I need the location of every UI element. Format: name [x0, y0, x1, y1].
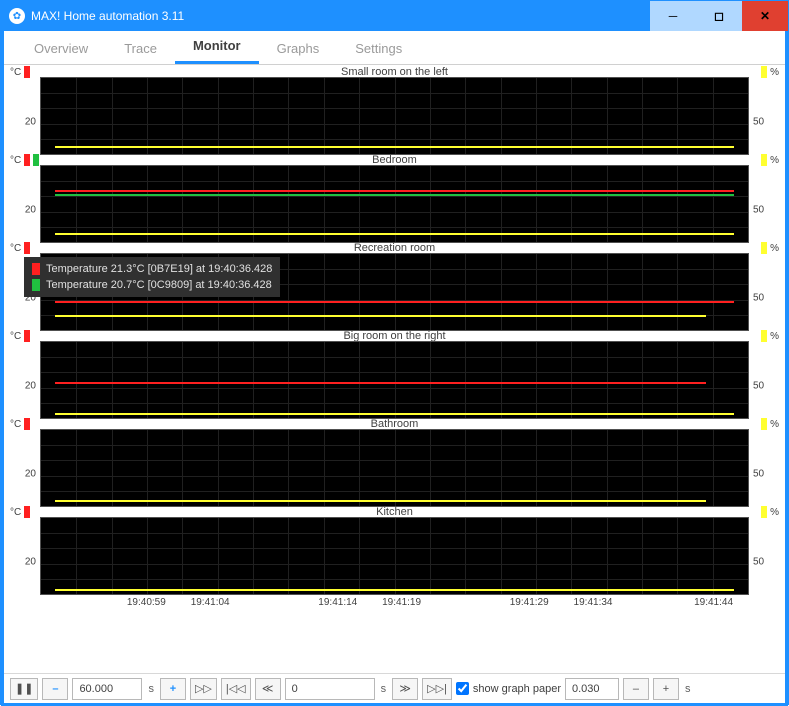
- series-line: [55, 301, 734, 303]
- show-graph-paper-checkbox[interactable]: show graph paper: [456, 682, 561, 695]
- seconds-label-1: s: [146, 683, 156, 695]
- time-tick: 19:41:14: [318, 597, 357, 608]
- time-tick: 19:41:04: [191, 597, 230, 608]
- time-axis: 19:40:59 19:41:04 19:41:14 19:41:19 19:41:29…: [40, 595, 749, 613]
- series-line: [55, 146, 734, 148]
- chart-4: °CBathroom%2050: [10, 419, 779, 507]
- y-left-tick: 20: [25, 205, 36, 216]
- skip-back-button[interactable]: |◁◁: [221, 678, 251, 700]
- y-left-tick: 20: [25, 117, 36, 128]
- series-line: [55, 315, 705, 317]
- chart-3: °CBig room on the right%2050: [10, 331, 779, 419]
- titlebar: ✿ MAX! Home automation 3.11 ─ ◻ ✕: [1, 1, 788, 31]
- increment-button[interactable]: +: [653, 678, 679, 700]
- time-tick: 19:41:44: [694, 597, 733, 608]
- time-tick: 19:40:59: [127, 597, 166, 608]
- y-left-tick: 20: [25, 381, 36, 392]
- plot-area[interactable]: [40, 77, 749, 155]
- plot-area[interactable]: [40, 341, 749, 419]
- maximize-button[interactable]: ◻: [696, 1, 742, 31]
- y-right-tick: 50: [753, 469, 764, 480]
- content-area: °CSmall room on the left%2050°CBedroom%2…: [4, 65, 785, 673]
- pause-button[interactable]: ❚❚: [10, 678, 38, 700]
- window-title: MAX! Home automation 3.11: [31, 9, 650, 23]
- seconds-label-3: s: [683, 683, 693, 695]
- rewind-button[interactable]: ≪: [255, 678, 281, 700]
- y-right-tick: 50: [753, 293, 764, 304]
- show-graph-paper-label: show graph paper: [473, 683, 561, 695]
- close-button[interactable]: ✕: [742, 1, 788, 31]
- y-left-tick: 20: [25, 469, 36, 480]
- minimize-button[interactable]: ─: [650, 1, 696, 31]
- window-buttons: ─ ◻ ✕: [650, 1, 788, 31]
- hover-tooltip: Temperature 21.3°C [0B7E19] at 19:40:36.…: [24, 257, 280, 297]
- y-right-tick: 50: [753, 205, 764, 216]
- tab-settings[interactable]: Settings: [337, 33, 420, 64]
- tab-monitor[interactable]: Monitor: [175, 30, 259, 64]
- tab-trace[interactable]: Trace: [106, 33, 175, 64]
- plot-area[interactable]: [40, 429, 749, 507]
- app-icon: ✿: [9, 8, 25, 24]
- offset-field[interactable]: 0: [285, 678, 375, 700]
- y-left-tick: 20: [25, 557, 36, 568]
- time-window-field[interactable]: 60.000: [72, 678, 142, 700]
- chart-0: °CSmall room on the left%2050: [10, 67, 779, 155]
- bottom-toolbar: ❚❚ – 60.000 s + ▷▷ |◁◁ ≪ 0 s ≫ ▷▷| show …: [4, 673, 785, 703]
- series-line: [55, 500, 705, 502]
- tab-overview[interactable]: Overview: [16, 33, 106, 64]
- series-line: [55, 589, 734, 591]
- step-field[interactable]: 0.030: [565, 678, 619, 700]
- forward-button[interactable]: ≫: [392, 678, 418, 700]
- zoom-out-button[interactable]: –: [42, 678, 68, 700]
- y-right-tick: 50: [753, 557, 764, 568]
- time-tick: 19:41:34: [574, 597, 613, 608]
- series-line: [55, 382, 705, 384]
- y-right-tick: 50: [753, 117, 764, 128]
- chart-5: °CKitchen%2050: [10, 507, 779, 595]
- y-right-tick: 50: [753, 381, 764, 392]
- chart-1: °CBedroom%2050: [10, 155, 779, 243]
- series-line: [55, 190, 734, 192]
- plot-area[interactable]: [40, 517, 749, 595]
- time-tick: 19:41:29: [510, 597, 549, 608]
- tab-bar: OverviewTraceMonitorGraphsSettings: [4, 31, 785, 65]
- skip-forward-button[interactable]: ▷▷|: [422, 678, 452, 700]
- fast-forward-button[interactable]: ▷▷: [190, 678, 217, 700]
- seconds-label-2: s: [379, 683, 389, 695]
- tab-graphs[interactable]: Graphs: [259, 33, 338, 64]
- series-line: [55, 233, 734, 235]
- series-line: [55, 413, 734, 415]
- time-tick: 19:41:19: [382, 597, 421, 608]
- zoom-in-button[interactable]: +: [160, 678, 186, 700]
- decrement-button[interactable]: –: [623, 678, 649, 700]
- plot-area[interactable]: [40, 165, 749, 243]
- series-line: [55, 194, 734, 196]
